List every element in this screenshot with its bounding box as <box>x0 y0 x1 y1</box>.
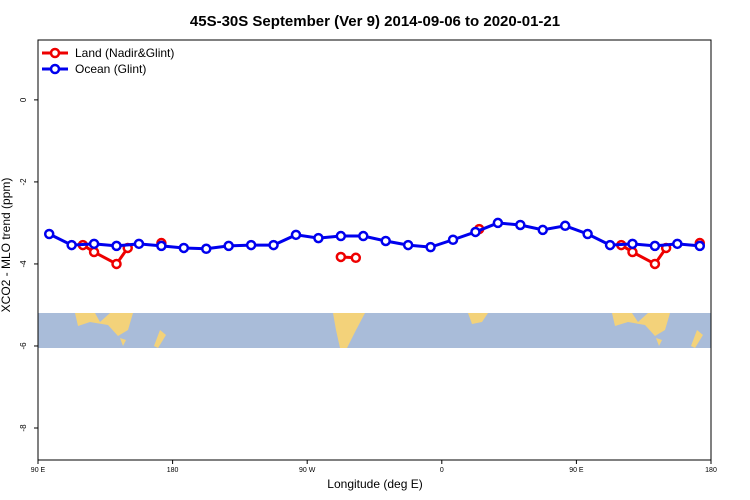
data-point <box>649 240 661 252</box>
data-point <box>88 238 100 250</box>
data-point <box>537 224 548 236</box>
data-point <box>43 228 55 240</box>
data-point <box>335 230 347 242</box>
data-point <box>604 239 616 251</box>
data-point <box>111 240 122 252</box>
y-tick-label: 0 <box>19 97 28 102</box>
data-point <box>447 234 459 245</box>
legend-marker <box>49 47 61 59</box>
data-point <box>627 238 638 250</box>
y-tick-label: -2 <box>19 178 28 186</box>
x-tick-label: 90 E <box>31 467 46 474</box>
data-point <box>672 238 683 250</box>
data-point <box>582 228 593 240</box>
legend-label: Ocean (Glint) <box>75 62 146 76</box>
data-point <box>178 242 190 254</box>
y-tick-label: -8 <box>19 424 28 432</box>
continents <box>75 313 703 348</box>
y-axis-label: XCO2 - MLO trend (ppm) <box>0 178 13 313</box>
data-point <box>313 232 324 244</box>
data-point <box>515 219 526 231</box>
data-point <box>470 226 481 238</box>
chart-title: 45S-30S September (Ver 9) 2014-09-06 to … <box>190 13 560 30</box>
data-point <box>66 239 77 251</box>
map-band <box>38 313 711 348</box>
y-tick-label: -4 <box>19 260 28 268</box>
data-point <box>88 246 100 258</box>
data-point <box>627 246 638 258</box>
data-point <box>358 230 369 242</box>
x-tick-label: 90 E <box>569 467 584 474</box>
data-point <box>201 243 212 255</box>
data-point <box>156 240 167 252</box>
y-tick-label: -6 <box>19 342 28 350</box>
data-point <box>223 240 234 252</box>
x-tick-label: 180 <box>167 467 179 474</box>
data-point <box>559 220 571 232</box>
data-point <box>492 217 504 229</box>
legend-label: Land (Nadir&Glint) <box>75 46 174 60</box>
x-tick-label: 90 W <box>299 467 316 474</box>
data-point <box>694 240 706 252</box>
data-point <box>402 239 414 251</box>
data-point <box>290 229 302 241</box>
data-point <box>335 251 347 263</box>
data-point <box>350 252 362 264</box>
data-point <box>649 258 661 270</box>
x-tick-label: 180 <box>705 467 717 474</box>
x-tick-label: 0 <box>440 467 444 474</box>
data-point <box>380 235 391 247</box>
data-point <box>245 239 257 251</box>
data-point <box>133 238 145 250</box>
data-point <box>111 258 122 270</box>
series-line <box>620 243 668 266</box>
data-point <box>268 239 279 251</box>
plot-frame <box>37 39 712 461</box>
x-axis-label: Longitude (deg E) <box>327 477 422 491</box>
series-line <box>82 243 129 266</box>
series-line <box>48 221 700 251</box>
legend-marker <box>49 63 61 75</box>
data-point <box>425 241 436 253</box>
